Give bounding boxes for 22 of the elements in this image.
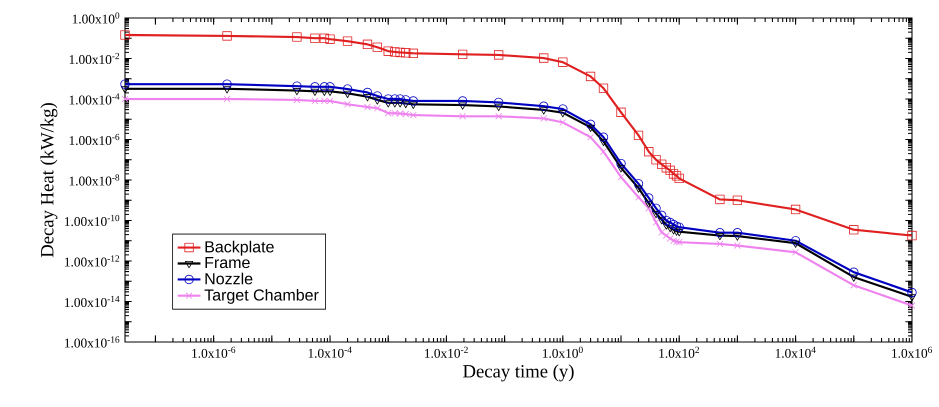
x-tick-label: 1.0x10$^{-4}$ bbox=[308, 346, 352, 358]
legend-label: Backplate bbox=[206, 240, 274, 256]
y-tick-label: 1.00x10$^{-14}$ bbox=[65, 296, 120, 308]
y-tick-label: 1.00x10$^{-6}$ bbox=[70, 134, 120, 146]
y-tick-label: 1.00x10$^{-10}$ bbox=[65, 214, 120, 226]
y-axis-title: Decay Heat (kW/kg) bbox=[40, 103, 58, 258]
x-tick-label: 1.0x10$^{-6}$ bbox=[192, 346, 236, 358]
x-tick-label: 1.0x10$^{2}$ bbox=[659, 346, 700, 358]
legend-label: Nozzle bbox=[206, 272, 252, 284]
x-tick-label: 1.0x10$^{6}$ bbox=[892, 346, 932, 358]
x-tick-label: 1.0x10$^{0}$ bbox=[542, 346, 583, 358]
x-axis-title: Decay time (y) bbox=[463, 364, 574, 382]
y-tick-label: 1.00x10$^{-16}$ bbox=[65, 336, 120, 348]
x-tick-label: 1.0x10$^{4}$ bbox=[776, 346, 816, 358]
x-tick-label: 1.0x10$^{-2}$ bbox=[425, 346, 468, 358]
legend-label: Target Chamber bbox=[204, 288, 319, 304]
y-tick-label: 1.00x10$^{-2}$ bbox=[70, 52, 120, 64]
y-tick-label: 1.00x10$^{-4}$ bbox=[70, 93, 120, 105]
legend-label: Frame bbox=[206, 257, 250, 268]
y-tick-label: 1.00x10$^{0}$ bbox=[72, 12, 120, 24]
y-tick-label: 1.00x10$^{-8}$ bbox=[70, 174, 120, 186]
y-tick-label: 1.00x10$^{-12}$ bbox=[65, 255, 120, 267]
